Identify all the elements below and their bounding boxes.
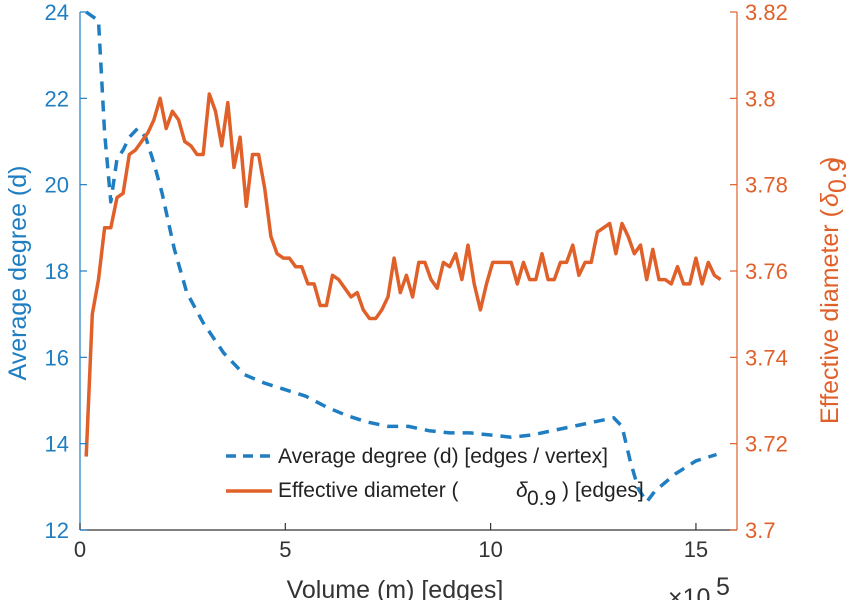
y-right-tick-label: 3.72 bbox=[745, 432, 788, 457]
y-left-tick-label: 22 bbox=[45, 86, 69, 111]
x-tick-label: 15 bbox=[684, 537, 708, 562]
y-left-tick-label: 18 bbox=[45, 259, 69, 284]
legend-label-effective-diameter: Effective diameter ( bbox=[278, 479, 459, 502]
y-right-axis-label: Effective diameter ( δ 0.9 ) bbox=[816, 157, 852, 424]
series-effective-diameter bbox=[84, 92, 722, 457]
y-left-tick-label: 24 bbox=[45, 0, 69, 25]
line-effective-diameter bbox=[84, 92, 722, 457]
y-right-tick-label: 3.76 bbox=[745, 259, 788, 284]
x-tick-label: 5 bbox=[279, 537, 291, 562]
y-right-tick-label: 3.7 bbox=[745, 518, 776, 543]
x-axis-label: Volume (m) [edges] bbox=[287, 576, 504, 600]
axis-ticks: 0 5 10 15 12 14 16 18 20 22 24 3.7 3.72 3.74 3.76 3.78 3… bbox=[45, 0, 788, 562]
legend: Average degree (d) [edges / vertex] Effe… bbox=[226, 445, 644, 510]
legend-label-subscript: 0.9 bbox=[527, 487, 556, 510]
x-tick-label: 0 bbox=[74, 537, 86, 562]
y-right-tick-label: 3.78 bbox=[745, 173, 788, 198]
y-left-tick-label: 16 bbox=[45, 345, 69, 370]
y-right-tick-label: 3.74 bbox=[745, 345, 788, 370]
y-left-tick-label: 14 bbox=[45, 432, 69, 457]
y-left-tick-label: 20 bbox=[45, 173, 69, 198]
y-right-tick-label: 3.82 bbox=[745, 0, 788, 25]
x-axis-exponent: ×10 bbox=[668, 584, 710, 600]
y-right-tick-label: 3.8 bbox=[745, 86, 776, 111]
x-axis-exponent-power: 5 bbox=[716, 573, 730, 600]
legend-label-average-degree: Average degree (d) [edges / vertex] bbox=[278, 445, 608, 468]
x-tick-label: 10 bbox=[478, 537, 502, 562]
y-left-tick-label: 12 bbox=[45, 518, 69, 543]
y-right-label-close: ) bbox=[816, 157, 844, 165]
y-right-label-subscript: 0.9 bbox=[824, 158, 852, 193]
legend-label-suffix: ) [edges] bbox=[562, 479, 644, 502]
y-right-label-delta: δ bbox=[816, 192, 844, 207]
y-left-axis-label: Average degree (d) bbox=[4, 166, 32, 381]
y-right-label-text: Effective diameter ( bbox=[816, 208, 844, 424]
legend-label-delta: δ bbox=[516, 479, 528, 502]
